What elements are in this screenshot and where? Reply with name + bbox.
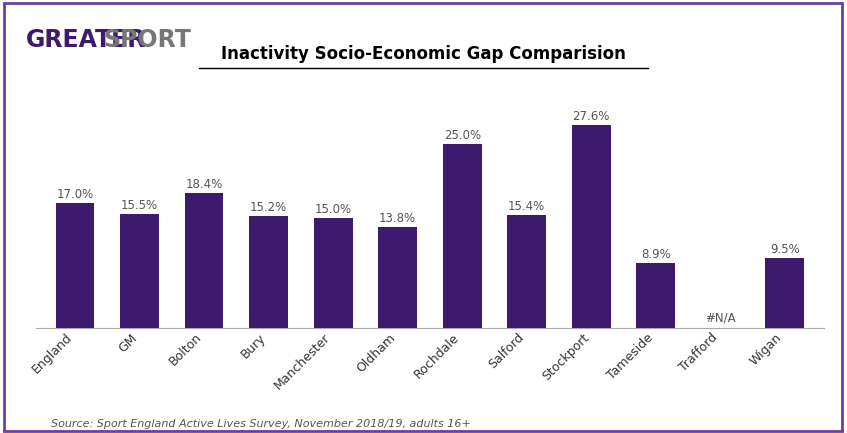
Text: 15.4%: 15.4% [508,200,545,213]
Bar [507,215,546,328]
Bar [56,203,94,328]
Bar [185,193,224,328]
Text: 15.2%: 15.2% [250,201,287,214]
Text: 27.6%: 27.6% [573,110,610,123]
Bar [120,214,159,328]
Text: GREATER: GREATER [25,28,146,52]
Text: SPORT: SPORT [103,28,191,52]
Bar [379,227,417,328]
Text: 9.5%: 9.5% [770,243,800,256]
Text: Inactivity Socio-Economic Gap Comparision: Inactivity Socio-Economic Gap Comparisio… [221,45,626,63]
Bar [443,145,482,328]
Text: 17.0%: 17.0% [57,188,94,201]
Text: 8.9%: 8.9% [641,248,671,261]
Text: 13.8%: 13.8% [379,212,416,225]
Text: Source: Sport England Active Lives Survey, November 2018/19, adults 16+: Source: Sport England Active Lives Surve… [51,419,471,429]
Text: 15.0%: 15.0% [314,203,352,216]
Bar [636,263,675,328]
Text: 18.4%: 18.4% [185,178,223,191]
Bar [572,125,611,328]
Text: #N/A: #N/A [705,312,735,325]
Text: 25.0%: 25.0% [444,129,481,142]
Text: 15.5%: 15.5% [121,199,158,212]
Bar [249,216,288,328]
Bar [766,259,804,328]
Bar [313,218,352,328]
